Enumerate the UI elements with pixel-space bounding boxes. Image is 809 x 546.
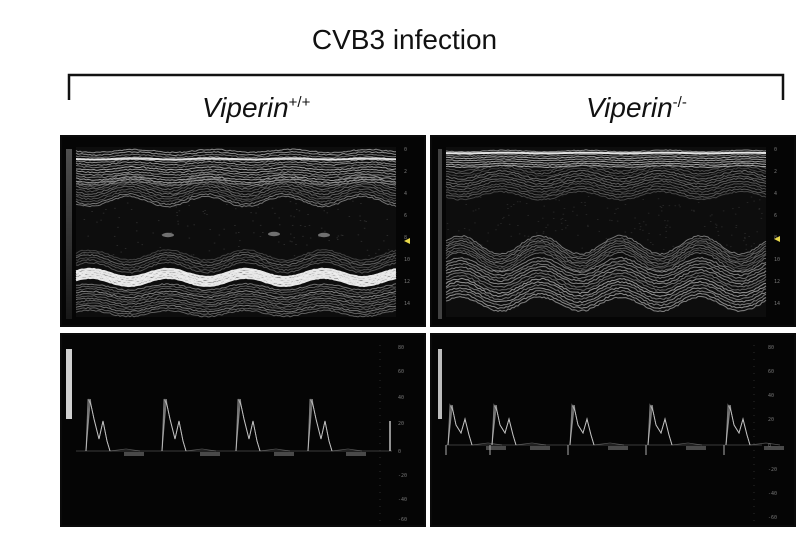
svg-text:10: 10 — [774, 257, 780, 263]
svg-text:20: 20 — [398, 421, 404, 427]
svg-text:40: 40 — [398, 395, 404, 401]
svg-text:-60: -60 — [398, 517, 407, 523]
svg-text:40: 40 — [768, 393, 774, 399]
mmode-panel-wildtype: 0 2 4 6 8 10 12 14 — [60, 135, 426, 327]
svg-text:80: 80 — [768, 345, 774, 351]
mmode-panel-knockout: 0 2 4 6 8 10 12 14 — [430, 135, 796, 327]
svg-text:0: 0 — [398, 449, 401, 455]
svg-text:60: 60 — [398, 369, 404, 375]
svg-text:80: 80 — [398, 345, 404, 351]
group-bracket — [67, 73, 785, 100]
svg-text:20: 20 — [768, 417, 774, 423]
svg-text:60: 60 — [768, 369, 774, 375]
doppler-image-wildtype: 80 60 40 20 0 -20 -40 -60 — [62, 335, 424, 525]
svg-text:8: 8 — [404, 235, 407, 241]
svg-text:14: 14 — [404, 301, 410, 307]
doppler-panel-wildtype: 80 60 40 20 0 -20 -40 -60 — [60, 333, 426, 527]
svg-text:-40: -40 — [768, 491, 777, 497]
svg-text:0: 0 — [404, 147, 407, 153]
svg-text:8: 8 — [774, 235, 777, 241]
svg-text:4: 4 — [404, 191, 407, 197]
group-label-knockout: Viperin-/- — [586, 92, 687, 123]
svg-text:4: 4 — [774, 191, 777, 197]
svg-text:14: 14 — [774, 301, 780, 307]
group-label-wildtype: Viperin+/+ — [202, 92, 311, 123]
svg-text:10: 10 — [404, 257, 410, 263]
svg-text:2: 2 — [404, 169, 407, 175]
doppler-panel-knockout: 80 60 40 20 0 -20 -40 -60 — [430, 333, 796, 527]
svg-text:-60: -60 — [768, 515, 777, 521]
svg-text:-20: -20 — [768, 467, 777, 473]
doppler-image-knockout: 80 60 40 20 0 -20 -40 -60 — [432, 335, 794, 525]
svg-text:12: 12 — [404, 279, 410, 285]
figure-title: CVB3 infection — [311, 24, 498, 55]
svg-text:2: 2 — [774, 169, 777, 175]
svg-text:-20: -20 — [398, 473, 407, 479]
svg-text:-40: -40 — [398, 497, 407, 503]
svg-text:12: 12 — [774, 279, 780, 285]
svg-text:6: 6 — [774, 213, 777, 219]
svg-text:6: 6 — [404, 213, 407, 219]
svg-text:0: 0 — [768, 443, 771, 449]
mmode-image-wildtype: 0 2 4 6 8 10 12 14 — [62, 137, 424, 325]
svg-text:0: 0 — [774, 147, 777, 153]
mmode-image-knockout: 0 2 4 6 8 10 12 14 — [432, 137, 794, 325]
